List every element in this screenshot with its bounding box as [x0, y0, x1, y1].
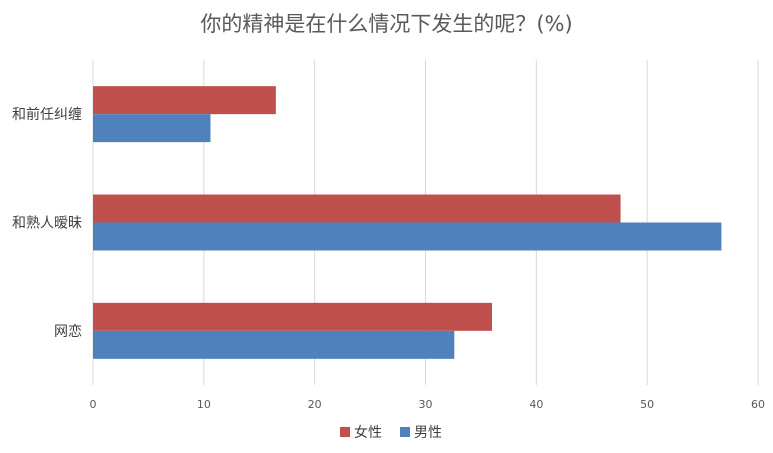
bar [93, 222, 722, 251]
x-axis-ticks: 0 10 20 30 40 50 60 [90, 398, 766, 411]
bar [93, 114, 211, 143]
chart-title: 你的精神是在什么情况下发生的呢？(%) [200, 12, 573, 36]
legend-label: 男性 [414, 425, 442, 441]
legend-label: 女性 [354, 424, 382, 441]
x-tick-label: 30 [419, 398, 433, 411]
bar [93, 194, 621, 223]
category-label: 网恋 [54, 323, 82, 340]
legend-swatch [340, 427, 350, 437]
x-tick-label: 40 [529, 398, 543, 411]
x-tick-label: 50 [640, 398, 654, 411]
category-label: 和熟人暧昧 [12, 216, 82, 232]
bar [93, 86, 276, 115]
x-tick-label: 10 [197, 398, 211, 411]
category-label: 和前任纠缠 [12, 106, 82, 123]
x-tick-label: 20 [308, 398, 322, 411]
bar [93, 302, 492, 331]
bar [93, 330, 455, 359]
x-tick-label: 0 [90, 398, 97, 411]
bars [93, 86, 722, 359]
legend-swatch [400, 427, 410, 437]
x-tick-label: 60 [751, 398, 765, 411]
legend: 女性 男性 [340, 424, 442, 441]
